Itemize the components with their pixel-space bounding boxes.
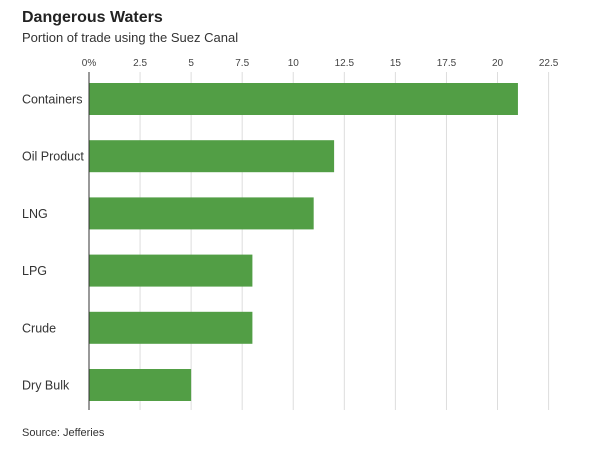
source-note: Source: Jefferies	[22, 427, 105, 439]
x-tick-label: 22.5	[539, 58, 559, 69]
chart-subtitle: Portion of trade using the Suez Canal	[22, 30, 239, 45]
x-tick-label: 5	[188, 58, 194, 69]
category-label: Dry Bulk	[22, 379, 70, 393]
x-tick-label: 10	[288, 58, 300, 69]
x-tick-label: 7.5	[235, 58, 249, 69]
category-label: Oil Product	[22, 150, 84, 164]
category-label: Containers	[22, 93, 82, 107]
bar	[89, 197, 314, 230]
category-label: LPG	[22, 264, 47, 278]
bar	[89, 369, 192, 401]
x-tick-label: 15	[390, 58, 402, 69]
bar	[89, 254, 253, 287]
chart-title: Dangerous Waters	[22, 9, 163, 26]
category-label: LNG	[22, 207, 48, 221]
x-tick-label: 17.5	[437, 58, 457, 69]
bar	[89, 83, 518, 115]
bar	[89, 311, 253, 344]
x-tick-label: 20	[492, 58, 504, 69]
x-tick-label: 2.5	[133, 58, 147, 69]
category-label: Crude	[22, 321, 56, 335]
x-tick-label: 0%	[82, 58, 97, 69]
bar	[89, 140, 335, 173]
x-tick-label: 12.5	[335, 58, 355, 69]
